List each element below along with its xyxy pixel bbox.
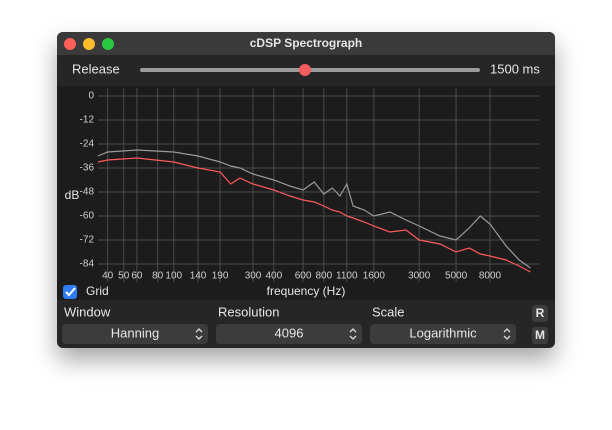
y-tick-label: -84 <box>80 259 95 270</box>
plot-background <box>57 86 555 300</box>
grid-checkbox[interactable] <box>63 285 77 299</box>
x-tick-label: 400 <box>265 271 282 282</box>
x-tick-label: 100 <box>165 271 182 282</box>
release-label: Release <box>72 61 120 76</box>
y-tick-label: -24 <box>80 139 95 150</box>
spectrum-line <box>97 157 531 273</box>
y-tick-label: -72 <box>80 235 95 246</box>
x-tick-label: 80 <box>152 271 164 282</box>
x-tick-label: 8000 <box>479 271 502 282</box>
x-tick-label: 300 <box>245 271 262 282</box>
y-tick-label: -36 <box>80 163 95 174</box>
plot: 0 -12 -24 -36 -48 -60 -72 -84 40 50 60 80 100 140 190 3… <box>80 88 540 282</box>
y-axis-label: dB <box>65 188 80 202</box>
y-tick-label: -60 <box>80 211 95 222</box>
x-tick-label: 140 <box>190 271 207 282</box>
popup-arrows <box>503 328 511 340</box>
square-button[interactable] <box>532 327 548 344</box>
popup-button[interactable] <box>216 324 362 344</box>
close-button[interactable] <box>64 38 76 50</box>
zoom-button[interactable] <box>102 38 114 50</box>
popup-value: 4096 <box>275 325 304 340</box>
control-label: Resolution <box>218 304 279 319</box>
popup-value: Hanning <box>111 325 159 340</box>
spectrum-line <box>97 149 531 269</box>
release-value: 1500 ms <box>490 61 540 76</box>
slider-thumb[interactable] <box>299 64 311 76</box>
x-tick-label: 600 <box>295 271 312 282</box>
square-button[interactable] <box>532 305 548 322</box>
popup-arrows <box>195 328 203 340</box>
button-label: M <box>535 328 545 342</box>
x-axis-label: frequency (Hz) <box>267 284 346 298</box>
minimize-button[interactable] <box>83 38 95 50</box>
x-tick-label: 50 <box>118 271 130 282</box>
title-bar <box>57 32 555 55</box>
y-tick-label: 0 <box>88 91 94 102</box>
button-label: R <box>536 306 545 320</box>
x-tick-label: 40 <box>102 271 114 282</box>
x-tick-label: 800 <box>315 271 332 282</box>
window-title: cDSP Spectrograph <box>250 36 362 50</box>
y-tick-label: -12 <box>80 115 95 126</box>
control-label: Scale <box>372 304 405 319</box>
checkmark <box>65 287 76 297</box>
popup-button[interactable] <box>370 324 516 344</box>
control-label: Window <box>64 304 111 319</box>
x-tick-label: 60 <box>131 271 143 282</box>
buttons: RM <box>532 305 548 344</box>
x-tick-label: 190 <box>212 271 229 282</box>
y-tick-label: -48 <box>80 187 95 198</box>
x-tick-label: 3000 <box>408 271 431 282</box>
grid-label: Grid <box>86 284 109 298</box>
x-tick-label: 1100 <box>336 271 358 282</box>
popup-button[interactable] <box>62 324 208 344</box>
popup-arrows <box>349 328 357 340</box>
x-tick-label: 1600 <box>363 271 386 282</box>
x-tick-label: 5000 <box>445 271 468 282</box>
popup-value: Logarithmic <box>409 325 477 340</box>
